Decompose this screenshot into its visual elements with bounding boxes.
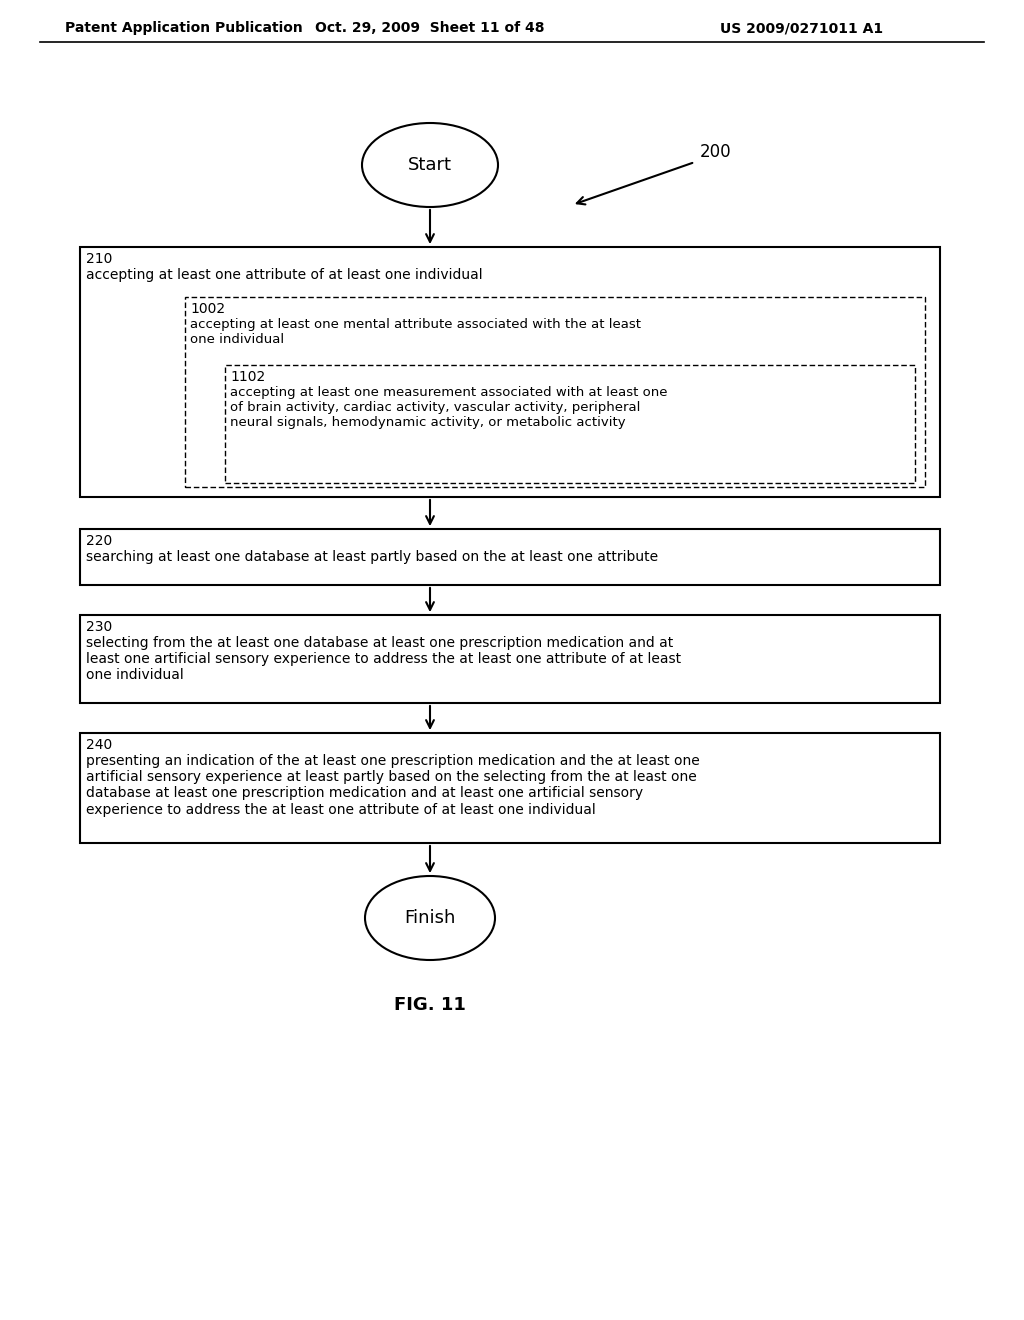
Ellipse shape: [362, 123, 498, 207]
Text: Start: Start: [408, 156, 452, 174]
Text: accepting at least one measurement associated with at least one
of brain activit: accepting at least one measurement assoc…: [230, 385, 668, 429]
Text: searching at least one database at least partly based on the at least one attrib: searching at least one database at least…: [86, 550, 658, 564]
Text: 230: 230: [86, 620, 113, 634]
Text: 210: 210: [86, 252, 113, 267]
Text: 1102: 1102: [230, 370, 265, 384]
Text: presenting an indication of the at least one prescription medication and the at : presenting an indication of the at least…: [86, 754, 699, 817]
Text: FIG. 11: FIG. 11: [394, 997, 466, 1014]
FancyBboxPatch shape: [80, 247, 940, 498]
Text: 200: 200: [700, 143, 731, 161]
Text: 1002: 1002: [190, 302, 225, 315]
Text: selecting from the at least one database at least one prescription medication an: selecting from the at least one database…: [86, 636, 681, 682]
Text: Finish: Finish: [404, 909, 456, 927]
Text: Oct. 29, 2009  Sheet 11 of 48: Oct. 29, 2009 Sheet 11 of 48: [315, 21, 545, 36]
Text: Patent Application Publication: Patent Application Publication: [65, 21, 303, 36]
FancyBboxPatch shape: [225, 366, 915, 483]
FancyBboxPatch shape: [80, 529, 940, 585]
FancyBboxPatch shape: [80, 615, 940, 704]
FancyBboxPatch shape: [185, 297, 925, 487]
FancyBboxPatch shape: [80, 733, 940, 843]
Text: 220: 220: [86, 535, 113, 548]
Text: accepting at least one mental attribute associated with the at least
one individ: accepting at least one mental attribute …: [190, 318, 641, 346]
Text: accepting at least one attribute of at least one individual: accepting at least one attribute of at l…: [86, 268, 482, 282]
Text: 240: 240: [86, 738, 113, 752]
Ellipse shape: [365, 876, 495, 960]
Text: US 2009/0271011 A1: US 2009/0271011 A1: [720, 21, 883, 36]
